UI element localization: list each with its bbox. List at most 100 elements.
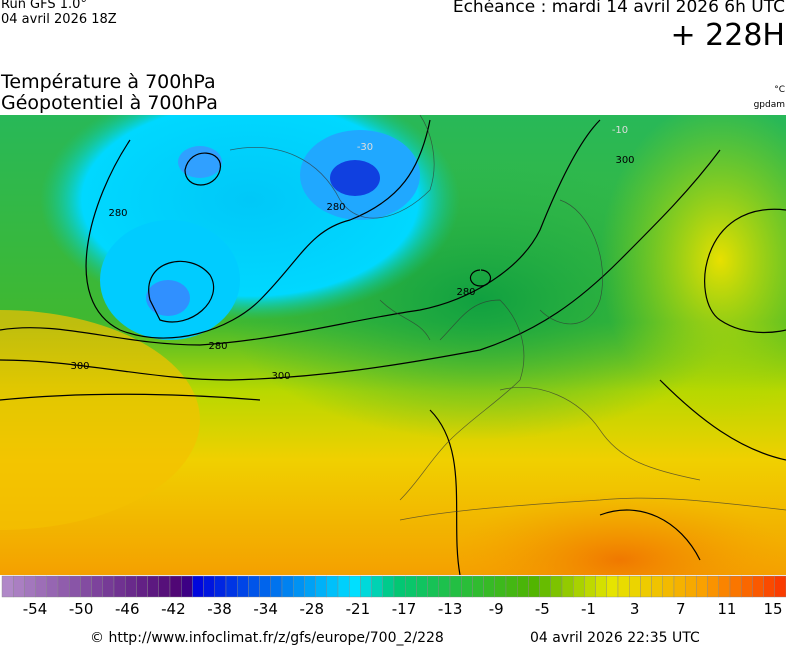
contour-label: 300 (271, 371, 290, 382)
contour-label: 280 (108, 208, 127, 219)
colorbar-tick-label: -21 (346, 600, 371, 618)
title-temperature: Température à 700hPa (1, 71, 216, 93)
colorbar-cell (539, 575, 551, 598)
colorbar-cell (528, 575, 540, 598)
contour-label: 280 (326, 202, 345, 213)
colorbar-cell (438, 575, 451, 598)
colorbar-tick-label: -9 (489, 600, 504, 618)
colorbar-cell (640, 575, 652, 598)
footer-generated: 04 avril 2026 22:35 UTC (530, 630, 700, 646)
colorbar-tick-label: 15 (763, 600, 782, 618)
colorbar-cell (662, 575, 675, 598)
coastlines (229, 115, 786, 521)
unit-celsius: °C (774, 85, 785, 95)
colorbar-cell (393, 575, 406, 598)
colorbar-cell (405, 575, 417, 598)
contour-label: -30 (357, 142, 373, 153)
colorbar-tick-label: 7 (676, 600, 686, 618)
unit-gpdam: gpdam (753, 100, 785, 110)
colorbar-cell (360, 575, 372, 598)
init-label: 04 avril 2026 18Z (1, 12, 117, 27)
contour-label: 300 (615, 155, 634, 166)
colorbar-cell (718, 575, 731, 598)
contour-label: 280 (208, 341, 227, 352)
colorbar-cell (147, 575, 160, 598)
colorbar-cell (696, 575, 708, 598)
colorbar-cell (349, 575, 361, 598)
colorbar-cell (416, 575, 428, 598)
colorbar-cell (113, 575, 126, 598)
colorbar-cell (449, 575, 462, 598)
colorbar-cell (729, 575, 742, 598)
colorbar-cell (259, 575, 272, 598)
colorbar-cell (192, 575, 204, 598)
colorbar-tick-label: 11 (717, 600, 736, 618)
colorbar-cell (203, 575, 216, 598)
colorbar-cell (517, 575, 529, 598)
colorbar-cell (427, 575, 440, 598)
colorbar-cell (573, 575, 585, 598)
colorbar-tick-label: -17 (392, 600, 417, 618)
colorbar-cell (124, 575, 137, 598)
colorbar-cell (472, 575, 484, 598)
colorbar-tick-label: -13 (438, 600, 463, 618)
colorbar-cell (91, 575, 103, 598)
footer-url: © http://www.infoclimat.fr/z/gfs/europe/… (90, 630, 444, 646)
colorbar-cell (281, 575, 294, 598)
colorbar-cell (35, 575, 47, 598)
colorbar-cell (606, 575, 619, 598)
colorbar-tick-label: -42 (161, 600, 186, 618)
colorbar-cell (136, 575, 148, 598)
colorbar-cell (371, 575, 384, 598)
colorbar-cell (752, 575, 764, 598)
colorbar-tick-label: -54 (23, 600, 48, 618)
colorbar-cell (461, 575, 473, 598)
colorbar-cell (24, 575, 36, 598)
colorbar-cell (595, 575, 607, 598)
colorbar-cell (102, 575, 115, 598)
colorbar-cell (80, 575, 92, 598)
lead-time: + 228H (670, 18, 786, 53)
colorbar-cell (561, 575, 574, 598)
colorbar-cell (617, 575, 630, 598)
colorbar-cell (214, 575, 227, 598)
colorbar-cell (57, 575, 70, 598)
colorbar-cell (505, 575, 518, 598)
colorbar-cell (337, 575, 350, 598)
colorbar-cell (12, 575, 25, 598)
colorbar-cell (741, 575, 753, 598)
colorbar-cell (248, 575, 260, 598)
colorbar-tick-label: -38 (207, 600, 232, 618)
colorbar-tick-label: -46 (115, 600, 140, 618)
colorbar-cell (1, 575, 14, 598)
colorbar-tick-label: -34 (253, 600, 278, 618)
colorbar-cell (169, 575, 182, 598)
colorbar-cell (236, 575, 249, 598)
colorbar-cell (584, 575, 596, 598)
colorbar-cell (225, 575, 238, 598)
colorbar-cell (774, 575, 786, 598)
colorbar-tick-label: -1 (581, 600, 596, 618)
colorbar-tick-label: -50 (69, 600, 94, 618)
temperature-field (0, 115, 786, 575)
colorbar-cell (483, 575, 496, 598)
colorbar-cell (629, 575, 641, 598)
contours (0, 119, 786, 575)
colorbar-cell (46, 575, 59, 598)
colorbar-cell (685, 575, 697, 598)
colorbar-cell (270, 575, 283, 598)
colorbar-cell (651, 575, 663, 598)
contour-label: 280 (456, 287, 475, 298)
colorbar-cell (293, 575, 305, 598)
colorbar-cell (382, 575, 395, 598)
colorbar-cell (550, 575, 563, 598)
colorbar-tick-label: 3 (630, 600, 640, 618)
contour-label: -10 (612, 125, 628, 136)
run-label: Run GFS 1.0° (1, 0, 87, 12)
colorbar-cell (304, 575, 316, 598)
colorbar-cell (494, 575, 507, 598)
colorbar-cell (180, 575, 193, 598)
colorbar-cell (315, 575, 328, 598)
colorbar-cell (326, 575, 339, 598)
